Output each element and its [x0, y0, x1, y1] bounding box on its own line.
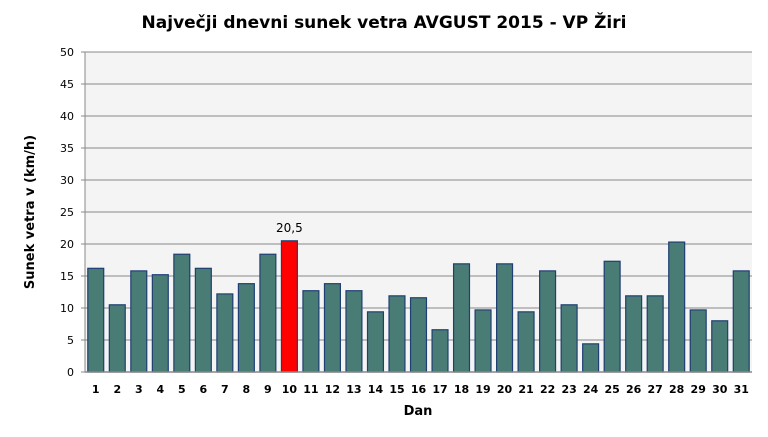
bar: [173, 253, 191, 373]
bar: [87, 267, 105, 373]
y-tick-label: 0: [67, 366, 74, 379]
x-tick-label: 25: [604, 383, 619, 396]
bar: [732, 270, 750, 373]
y-tick-label: 20: [60, 238, 74, 251]
x-tick-label: 5: [178, 383, 186, 396]
x-tick-label: 23: [561, 383, 576, 396]
x-tick-label: 12: [325, 383, 340, 396]
bar: [130, 270, 148, 373]
bar: [539, 270, 557, 373]
bar: [151, 274, 169, 373]
bar: [582, 343, 600, 373]
bar: [431, 329, 449, 373]
x-tick-label: 7: [221, 383, 229, 396]
bar: [409, 297, 428, 373]
x-tick-label: 21: [518, 383, 533, 396]
x-tick-label: 11: [303, 383, 318, 396]
y-tick-label: 50: [60, 46, 74, 59]
bar: [366, 311, 385, 373]
x-tick-label: 31: [734, 383, 749, 396]
x-axis-label: Dan: [404, 404, 433, 419]
x-tick-label: 6: [200, 383, 208, 396]
y-tick-label: 30: [60, 174, 74, 187]
bar: [474, 309, 492, 373]
bar: [108, 304, 126, 373]
bar: [302, 290, 320, 373]
x-tick-label: 14: [368, 383, 384, 396]
x-tick-label: 18: [454, 383, 469, 396]
bar: [646, 295, 664, 373]
x-tick-label: 30: [712, 383, 728, 396]
x-tick-label: 3: [135, 383, 143, 396]
y-tick-label: 45: [60, 78, 74, 91]
data-label-highlight: 20,5: [276, 221, 303, 235]
x-tick-label: 29: [691, 383, 706, 396]
x-tick-label: 15: [389, 383, 404, 396]
y-tick-label: 15: [60, 270, 74, 283]
chart-title: Največji dnevni sunek vetra AVGUST 2015 …: [142, 11, 627, 33]
bar-highlight: [280, 240, 298, 373]
x-tick-label: 1: [92, 383, 100, 396]
x-tick-label: 20: [497, 383, 513, 396]
x-tick-label: 9: [264, 383, 272, 396]
x-tick-label: 8: [243, 383, 251, 396]
bar: [388, 295, 406, 373]
x-tick-label: 10: [282, 383, 298, 396]
x-tick-label: 26: [626, 383, 642, 396]
x-tick-label: 2: [113, 383, 121, 396]
y-axis-label: Sunek vetra v (km/h): [23, 135, 38, 289]
bar: [689, 309, 707, 373]
x-tick-label: 28: [669, 383, 684, 396]
bar: [560, 304, 578, 373]
x-tick-label: 19: [475, 383, 490, 396]
y-tick-label: 5: [67, 334, 74, 347]
x-tick-label: 22: [540, 383, 555, 396]
x-tick-label: 24: [583, 383, 599, 396]
x-tick-label: 17: [432, 383, 447, 396]
x-tick-label: 27: [648, 383, 663, 396]
bar: [345, 290, 363, 373]
bar: [496, 263, 514, 373]
bar: [259, 253, 277, 373]
x-tick-label: 16: [411, 383, 427, 396]
bar: [603, 260, 621, 373]
bar: [194, 267, 212, 373]
y-tick-label: 10: [60, 302, 74, 315]
x-tick-label: 4: [156, 383, 164, 396]
x-tick-label: 13: [346, 383, 361, 396]
bar: [237, 283, 255, 373]
y-tick-label: 35: [60, 142, 74, 155]
y-tick-label: 25: [60, 206, 74, 219]
bar: [517, 311, 535, 373]
bar: [711, 320, 729, 373]
bar: [216, 293, 234, 373]
bar: [452, 263, 471, 373]
bar: [625, 295, 643, 373]
bar: [323, 283, 341, 373]
bar: [668, 241, 686, 373]
y-tick-label: 40: [60, 110, 74, 123]
